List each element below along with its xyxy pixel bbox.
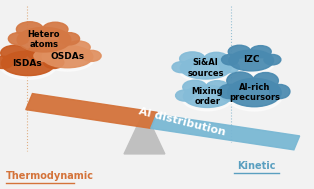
Ellipse shape (176, 90, 194, 101)
Ellipse shape (220, 62, 239, 73)
Ellipse shape (221, 90, 239, 101)
Ellipse shape (253, 73, 279, 89)
Ellipse shape (226, 47, 276, 74)
Ellipse shape (227, 78, 281, 107)
Ellipse shape (264, 54, 281, 65)
Ellipse shape (82, 50, 101, 61)
Ellipse shape (181, 82, 234, 111)
Polygon shape (124, 110, 165, 154)
Text: Si&Al
sources: Si&Al sources (187, 58, 224, 78)
Text: Kinetic: Kinetic (237, 161, 275, 171)
Ellipse shape (0, 56, 13, 68)
Ellipse shape (16, 22, 43, 37)
Ellipse shape (228, 45, 251, 58)
Ellipse shape (229, 50, 273, 71)
Ellipse shape (178, 54, 234, 82)
Ellipse shape (225, 74, 284, 111)
Ellipse shape (250, 46, 271, 58)
Ellipse shape (227, 72, 254, 89)
Text: Mixing
order: Mixing order (192, 87, 223, 106)
Ellipse shape (27, 46, 52, 60)
Ellipse shape (42, 46, 93, 68)
Polygon shape (151, 114, 300, 150)
Ellipse shape (204, 52, 228, 65)
Ellipse shape (40, 42, 95, 71)
Ellipse shape (43, 22, 68, 36)
Ellipse shape (2, 51, 55, 76)
Ellipse shape (8, 33, 29, 45)
Ellipse shape (44, 56, 64, 68)
Text: OSDAs: OSDAs (51, 52, 84, 61)
Ellipse shape (172, 62, 191, 73)
Ellipse shape (66, 41, 90, 54)
Ellipse shape (17, 27, 71, 52)
Ellipse shape (206, 81, 229, 93)
Text: IZC: IZC (243, 55, 259, 64)
Ellipse shape (1, 45, 28, 60)
Polygon shape (26, 94, 157, 128)
Text: Thermodynamic: Thermodynamic (6, 171, 94, 181)
Ellipse shape (222, 54, 239, 65)
Ellipse shape (270, 84, 290, 99)
Text: Hetero
atoms: Hetero atoms (28, 30, 60, 49)
Text: Al-rich
precursors: Al-rich precursors (229, 83, 280, 102)
Ellipse shape (59, 33, 79, 45)
Ellipse shape (180, 57, 231, 79)
Ellipse shape (14, 24, 74, 56)
Ellipse shape (183, 85, 231, 107)
Ellipse shape (41, 41, 67, 54)
Ellipse shape (34, 50, 53, 61)
Ellipse shape (219, 84, 239, 99)
Ellipse shape (0, 47, 58, 79)
Text: ISDAs: ISDAs (12, 59, 41, 68)
Text: Al distribution: Al distribution (137, 106, 226, 137)
Ellipse shape (180, 52, 205, 65)
Ellipse shape (183, 80, 207, 94)
